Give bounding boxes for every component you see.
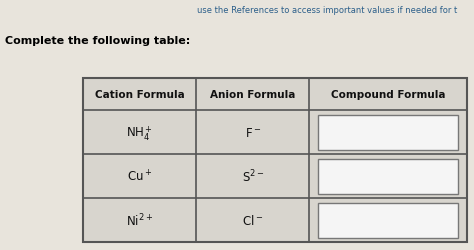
Text: Ni$^{2+}$: Ni$^{2+}$ [126, 212, 153, 229]
Text: F$^-$: F$^-$ [245, 126, 261, 139]
Text: Complete the following table:: Complete the following table: [5, 36, 190, 46]
Text: S$^{2-}$: S$^{2-}$ [242, 168, 264, 185]
Text: Cu$^+$: Cu$^+$ [127, 169, 152, 184]
Text: use the References to access important values if needed for t: use the References to access important v… [197, 6, 457, 15]
Text: Anion Formula: Anion Formula [210, 90, 295, 100]
Text: Compound Formula: Compound Formula [331, 90, 446, 100]
Text: NH$_4^+$: NH$_4^+$ [126, 123, 153, 142]
Text: Cation Formula: Cation Formula [95, 90, 184, 100]
Text: Cl$^-$: Cl$^-$ [242, 214, 264, 228]
